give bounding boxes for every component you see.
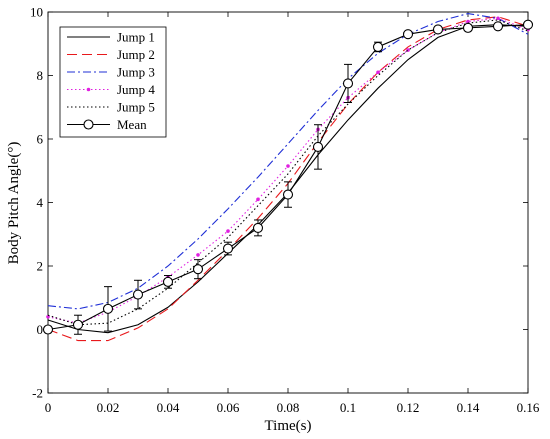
- legend-label: Jump 2: [117, 47, 155, 62]
- data-point: [42, 324, 54, 335]
- data-point: [256, 197, 260, 202]
- x-tick-label: 0.06: [217, 400, 240, 415]
- data-point: [252, 222, 264, 233]
- y-tick-label: 6: [37, 132, 44, 147]
- data-point: [492, 21, 504, 32]
- data-point: [226, 229, 230, 233]
- series-line: [47, 19, 529, 326]
- y-tick-label: 4: [37, 195, 44, 210]
- data-point: [522, 19, 534, 30]
- legend-label: Jump 1: [117, 30, 155, 45]
- y-tick-label: 2: [37, 259, 44, 274]
- data-point: [376, 70, 380, 75]
- data-point: [132, 289, 144, 300]
- x-tick-label: 0.02: [97, 400, 120, 415]
- y-tick-label: 0: [37, 322, 44, 337]
- legend-label: Jump 4: [117, 82, 155, 97]
- legend: Jump 1 Jump 2 Jump 3 Jump 4 Jump 5 Mean: [59, 26, 167, 138]
- legend-label: Jump 3: [117, 65, 155, 80]
- data-point: [286, 164, 290, 168]
- data-point: [162, 276, 174, 287]
- y-tick-label: -2: [32, 386, 43, 401]
- legend-marker: [86, 87, 91, 92]
- data-point: [102, 303, 114, 314]
- x-tick-label: 0.16: [517, 400, 540, 415]
- x-tick-label: 0: [45, 400, 52, 415]
- data-point: [192, 264, 204, 275]
- data-point: [402, 29, 414, 40]
- legend-marker: [83, 119, 94, 130]
- y-tick-label: 10: [30, 5, 43, 20]
- x-tick-label: 0.12: [397, 400, 420, 415]
- y-tick-label: 8: [37, 68, 44, 83]
- series-line: [47, 13, 529, 310]
- data-point: [466, 19, 470, 24]
- series-layer: [42, 13, 534, 342]
- x-axis-label: Time(s): [265, 418, 312, 434]
- data-point: [196, 253, 200, 257]
- data-point: [282, 189, 294, 200]
- axis-ticks: 0 0.02 0.04 0.06 0.08 0.1 0.12 0.14 0.16-2024681…: [30, 5, 540, 416]
- data-point: [342, 78, 354, 89]
- data-point: [72, 319, 84, 330]
- data-point: [222, 243, 234, 254]
- data-point: [496, 16, 500, 21]
- x-tick-label: 0.04: [157, 400, 180, 415]
- data-point: [372, 41, 384, 52]
- y-axis-label: Body Pitch Angle(°): [6, 142, 22, 265]
- x-tick-label: 0.08: [277, 400, 300, 415]
- x-tick-label: 0.1: [340, 400, 356, 415]
- legend-box: [59, 26, 167, 138]
- legend-label: Mean: [117, 117, 147, 132]
- legend-label: Jump 5: [117, 100, 155, 115]
- x-tick-label: 0.14: [457, 400, 480, 415]
- data-point: [462, 22, 474, 33]
- data-point: [432, 24, 444, 35]
- data-point: [312, 141, 324, 152]
